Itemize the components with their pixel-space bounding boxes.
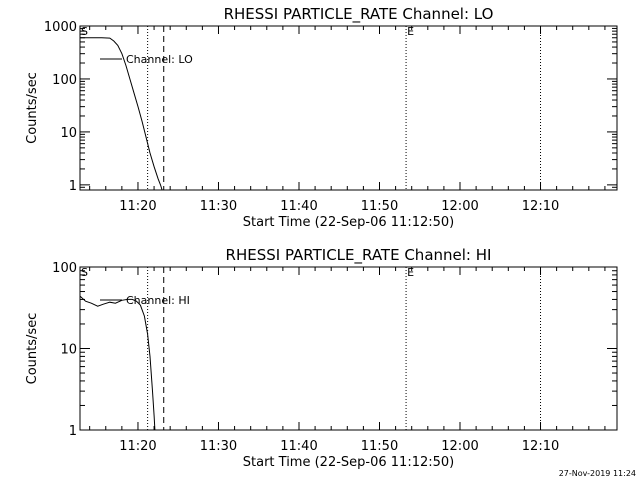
panel-1-marker-e: E bbox=[407, 25, 414, 38]
panel-1-y-tick-label: 100 bbox=[52, 73, 77, 88]
panel-1-x-tick-label: 11:40 bbox=[280, 199, 317, 214]
panel-2-x-tick-label: 11:40 bbox=[280, 439, 317, 454]
panel-1-x-tick-label: 12:10 bbox=[522, 199, 559, 214]
panel-2-marker-s: S bbox=[81, 266, 88, 279]
panel-2-y-axis-label: Counts/sec bbox=[25, 313, 40, 385]
panel-1-legend-label: Channel: LO bbox=[126, 53, 193, 66]
panel-2-x-axis-label: Start Time (22-Sep-06 11:12:50) bbox=[243, 455, 454, 470]
panel-1-x-tick-label: 11:20 bbox=[119, 199, 156, 214]
panel-2-series-line bbox=[79, 295, 156, 431]
panel-2-marker-e: E bbox=[407, 266, 414, 279]
panel-1-y-axis-label: Counts/sec bbox=[25, 72, 40, 144]
panel-2-plot-frame bbox=[79, 266, 618, 431]
panel-1-marker-s: S bbox=[81, 25, 88, 38]
panel-1-y-tick-label: 1 bbox=[69, 179, 77, 194]
panel-1-x-tick-label: 11:50 bbox=[361, 199, 398, 214]
panel-1-x-axis-label: Start Time (22-Sep-06 11:12:50) bbox=[243, 215, 454, 230]
panel-2-y-tick-label: 100 bbox=[52, 261, 77, 276]
panel-2-y-tick-label: 1 bbox=[69, 424, 77, 439]
panel-2-legend-label: Channel: HI bbox=[126, 294, 190, 307]
panel-2-chart-title: RHESSI PARTICLE_RATE Channel: HI bbox=[226, 246, 492, 265]
panel-2-x-tick-label: 12:10 bbox=[522, 439, 559, 454]
panel-2-x-tick-label: 11:50 bbox=[361, 439, 398, 454]
panel-1-y-tick-label: 1000 bbox=[44, 20, 77, 35]
panel-2-x-tick-label: 12:00 bbox=[441, 439, 478, 454]
panel-2-y-tick-label: 10 bbox=[60, 343, 77, 358]
panel-2-x-tick-label: 11:20 bbox=[119, 439, 156, 454]
panel-1-x-tick-label: 11:30 bbox=[200, 199, 237, 214]
footer-timestamp: 27-Nov-2019 11:24 bbox=[559, 469, 636, 478]
panel-1-y-tick-label: 10 bbox=[60, 126, 77, 141]
panel-1-plot-frame bbox=[79, 25, 618, 191]
panel-2-x-tick-label: 11:30 bbox=[200, 439, 237, 454]
panel-1-chart-title: RHESSI PARTICLE_RATE Channel: LO bbox=[224, 5, 494, 24]
panel-1-series-line bbox=[80, 37, 163, 191]
panel-1-x-tick-label: 12:00 bbox=[441, 199, 478, 214]
